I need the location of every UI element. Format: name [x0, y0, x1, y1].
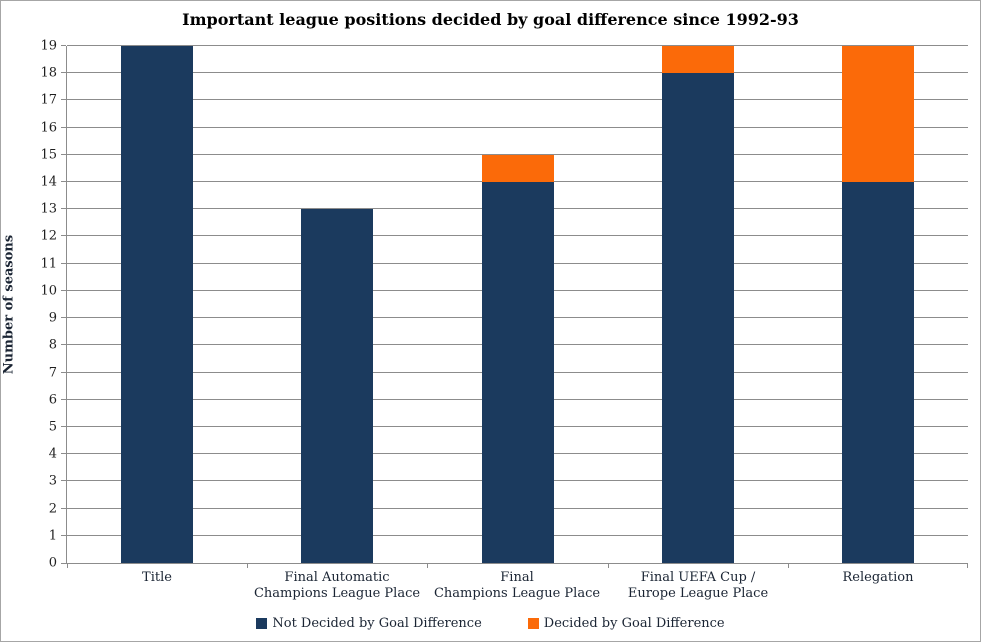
- bar-segment-not-decided-by-goal-difference: [482, 182, 554, 563]
- bar-segment-decided-by-goal-difference: [482, 155, 554, 182]
- x-axis-tick: [427, 563, 428, 568]
- y-tick-label: 15: [40, 147, 57, 163]
- y-axis-tick: [61, 208, 66, 210]
- legend-item: Decided by Goal Difference: [527, 616, 725, 631]
- legend-label: Not Decided by Goal Difference: [272, 616, 482, 631]
- y-axis-tick: [61, 344, 66, 346]
- y-tick-label: 12: [40, 228, 57, 244]
- y-axis-tick: [61, 181, 66, 183]
- y-tick-label: 9: [48, 310, 57, 326]
- legend-item: Not Decided by Goal Difference: [256, 616, 482, 631]
- legend-swatch: [256, 618, 268, 629]
- y-tick-label: 3: [48, 473, 57, 489]
- gridline: [67, 72, 968, 74]
- y-axis-tick: [61, 371, 66, 373]
- x-category-label: Title: [142, 570, 172, 585]
- y-axis-tick: [61, 235, 66, 237]
- y-axis-tick: [61, 507, 66, 509]
- y-tick-label: 13: [40, 201, 57, 217]
- x-category-label: Final Automatic Champions League Place: [253, 570, 421, 602]
- x-axis-tick: [788, 563, 789, 568]
- legend-swatch: [527, 618, 539, 629]
- y-axis-tick: [61, 425, 66, 427]
- bar-segment-not-decided-by-goal-difference: [121, 46, 193, 563]
- y-axis-tick: [61, 563, 66, 564]
- y-axis-tick: [61, 99, 66, 101]
- x-axis-tick: [67, 563, 68, 568]
- x-axis-tick: [967, 563, 968, 568]
- y-tick-label: 4: [48, 446, 57, 462]
- bar-segment-not-decided-by-goal-difference: [662, 73, 734, 563]
- x-category-label: Relegation: [842, 570, 914, 585]
- y-axis-tick: [61, 453, 66, 455]
- y-tick-label: 5: [48, 419, 57, 435]
- y-axis-tick: [61, 398, 66, 400]
- chart-title: Important league positions decided by go…: [182, 10, 799, 29]
- y-axis-tick: [61, 534, 66, 536]
- y-tick-label: 0: [48, 555, 57, 571]
- y-tick-label: 10: [40, 283, 57, 299]
- gridline: [67, 126, 968, 128]
- y-tick-label: 8: [48, 337, 57, 353]
- y-tick-label: 11: [40, 256, 57, 272]
- legend: Not Decided by Goal Difference Decided by…: [1, 616, 980, 631]
- bar-segment-decided-by-goal-difference: [842, 46, 914, 182]
- y-tick-label: 19: [40, 38, 57, 54]
- gridline: [67, 45, 968, 46]
- bar-segment-not-decided-by-goal-difference: [301, 209, 373, 563]
- bar-segment-decided-by-goal-difference: [662, 46, 734, 73]
- y-tick-label: 7: [48, 365, 57, 381]
- y-tick-label: 14: [40, 174, 57, 190]
- gridline: [67, 153, 968, 155]
- x-axis-tick: [608, 563, 609, 568]
- y-axis-title: Number of seasons: [1, 234, 17, 375]
- bar-segment-not-decided-by-goal-difference: [842, 182, 914, 563]
- y-tick-label: 6: [48, 392, 57, 408]
- y-tick-label: 2: [48, 501, 57, 517]
- y-axis-tick: [61, 126, 66, 128]
- y-axis-tick: [61, 317, 66, 319]
- y-axis-tick: [61, 289, 66, 291]
- y-axis-tick: [61, 480, 66, 482]
- legend-label: Decided by Goal Difference: [543, 616, 725, 631]
- y-tick-label: 1: [48, 528, 57, 544]
- y-axis-tick: [61, 45, 66, 46]
- y-axis-tick: [61, 72, 66, 74]
- y-tick-label: 18: [40, 65, 57, 81]
- x-category-label: Final Champions League Place: [433, 570, 601, 602]
- x-category-label: Final UEFA Cup / Europe League Place: [627, 570, 769, 602]
- y-tick-label: 16: [40, 120, 57, 136]
- y-tick-label: 17: [40, 92, 57, 108]
- x-axis-tick: [247, 563, 248, 568]
- y-axis-tick: [61, 262, 66, 264]
- plot-area: 0 1 2 3 4 5 6 7 8 9 10 11 12 13 14 15 16 17 18 19 Title Final…: [40, 39, 968, 601]
- gridline: [67, 99, 968, 101]
- y-axis-tick: [61, 153, 66, 155]
